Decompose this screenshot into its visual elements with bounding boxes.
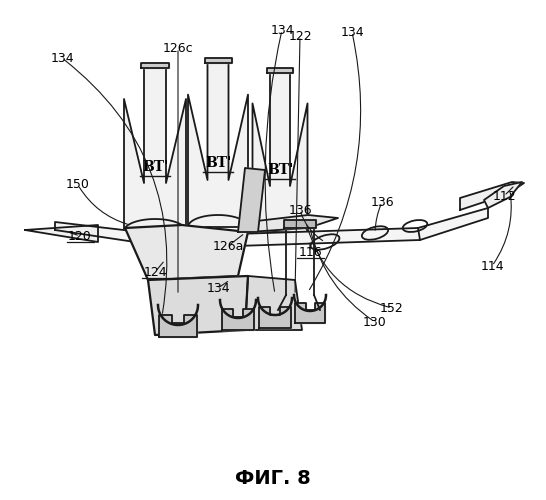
Text: 134: 134: [270, 24, 294, 36]
Text: BT': BT': [142, 160, 168, 174]
Polygon shape: [124, 68, 186, 231]
Text: BT': BT': [267, 162, 293, 176]
Polygon shape: [248, 215, 338, 232]
Polygon shape: [295, 304, 325, 323]
Text: 134: 134: [50, 52, 74, 64]
Polygon shape: [259, 307, 291, 328]
Polygon shape: [159, 314, 197, 337]
Polygon shape: [55, 208, 488, 248]
Polygon shape: [267, 68, 293, 73]
Text: 136: 136: [370, 196, 394, 208]
Polygon shape: [188, 63, 248, 227]
Polygon shape: [284, 220, 316, 228]
Text: 134: 134: [206, 282, 230, 294]
Polygon shape: [252, 73, 307, 232]
Text: BT': BT': [205, 156, 231, 170]
Text: 112: 112: [492, 190, 516, 202]
Polygon shape: [460, 182, 524, 210]
Text: 116: 116: [298, 246, 322, 258]
Text: ФИГ. 8: ФИГ. 8: [235, 468, 311, 487]
Text: 114: 114: [480, 260, 504, 272]
Polygon shape: [141, 63, 169, 68]
Text: 126a: 126a: [212, 240, 244, 252]
Polygon shape: [484, 182, 522, 208]
Polygon shape: [238, 168, 265, 232]
Text: 136: 136: [288, 204, 312, 216]
Text: 126c: 126c: [163, 42, 193, 54]
Polygon shape: [222, 309, 254, 330]
Text: 134: 134: [340, 26, 364, 38]
Text: 120: 120: [68, 230, 92, 242]
Text: 152: 152: [380, 302, 404, 314]
Text: 130: 130: [363, 316, 387, 328]
Polygon shape: [245, 276, 302, 330]
Polygon shape: [125, 225, 248, 280]
Polygon shape: [25, 225, 98, 242]
Text: 150: 150: [66, 178, 90, 192]
Text: 122: 122: [288, 30, 312, 43]
Text: 124: 124: [143, 266, 167, 278]
Polygon shape: [148, 276, 248, 335]
Polygon shape: [205, 58, 232, 63]
